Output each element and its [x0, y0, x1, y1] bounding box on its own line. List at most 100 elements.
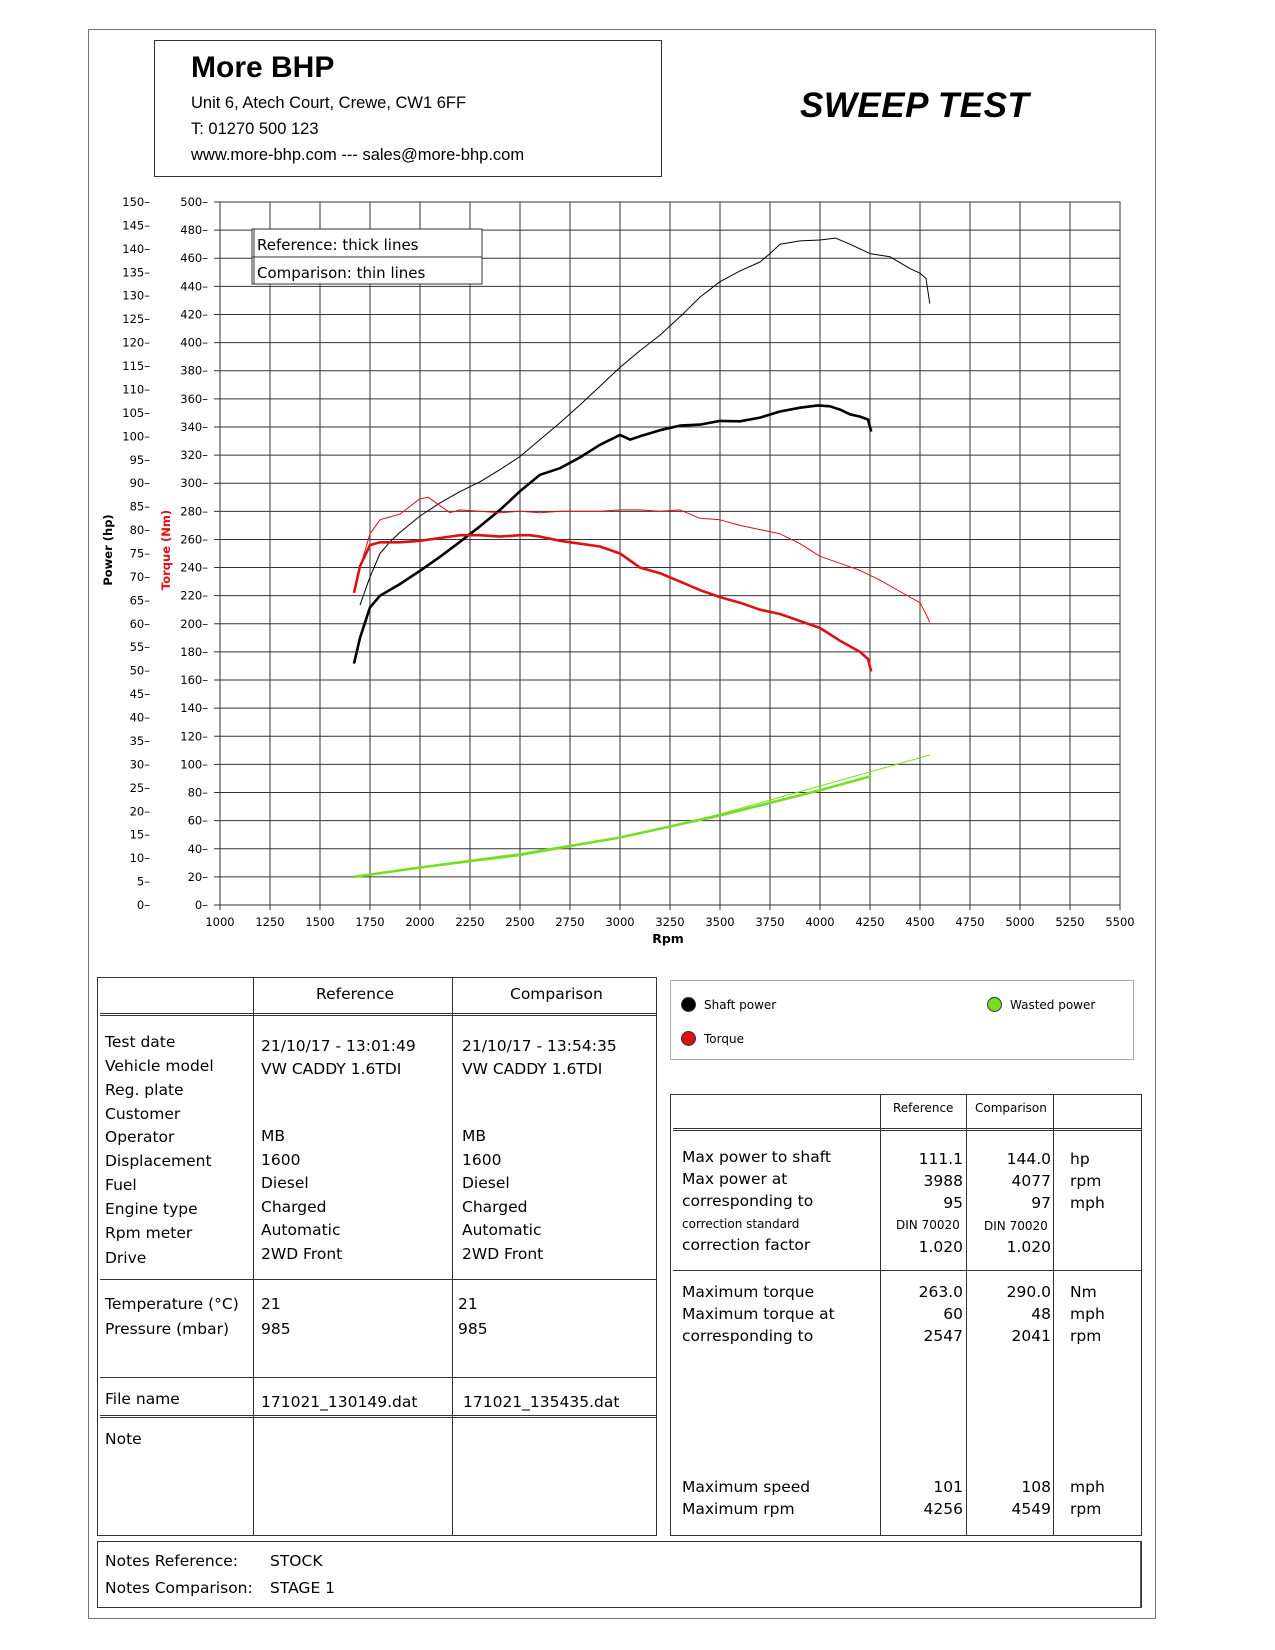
row-cmp-value: MB: [462, 1127, 487, 1145]
dyno-chart: 1000 1250 1500 1750 2000 2250 2500 2750 3000 3250…: [101, 195, 1135, 946]
results-cmp: 48: [1031, 1305, 1051, 1323]
x-tick-label: 2500: [505, 915, 534, 929]
x-tick-label: 1750: [355, 915, 384, 929]
power-tick-label: 140–: [122, 242, 150, 256]
x-tick-label: 5000: [1005, 915, 1034, 929]
file-name-cmp: 171021_135435.dat: [463, 1393, 620, 1411]
row-label: Displacement: [105, 1152, 212, 1170]
power-tick-label: 145–: [122, 218, 150, 232]
x-tick-label: 1000: [205, 915, 234, 929]
torque-tick-label: 340–: [180, 420, 208, 434]
results-unit: mph: [1070, 1478, 1105, 1496]
legend-wasted: Wasted power: [1010, 998, 1096, 1012]
row-label: Customer: [105, 1105, 181, 1123]
row-ref-value: 2WD Front: [261, 1245, 343, 1263]
torque-tick-label: 220–: [180, 589, 208, 603]
torque-tick-label: 260–: [180, 532, 208, 546]
x-tick-label: 4750: [955, 915, 984, 929]
results-ref: 2547: [923, 1327, 963, 1345]
power-tick-label: 95–: [130, 453, 151, 467]
row-ref-value: MB: [261, 1127, 286, 1145]
wasted-power-swatch: [987, 997, 1002, 1012]
x-tick-label: 5250: [1055, 915, 1084, 929]
results-ref: 111.1: [918, 1150, 963, 1168]
page-frame: [88, 29, 1156, 1619]
torque-tick-label: 200–: [180, 617, 208, 631]
table-header-comparison: Comparison: [510, 985, 603, 1003]
results-label: Maximum torque: [682, 1283, 815, 1301]
x-tick-label: 4000: [805, 915, 834, 929]
power-tick-label: 115–: [122, 359, 150, 373]
results-cmp: 2041: [1011, 1327, 1051, 1345]
row-ref-value: 21: [261, 1295, 281, 1313]
results-unit: mph: [1070, 1194, 1105, 1212]
results-label: correction factor: [682, 1236, 811, 1254]
row-label: Fuel: [105, 1176, 137, 1194]
results-unit: Nm: [1070, 1283, 1097, 1301]
torque-axis-label: Torque (Nm): [159, 510, 173, 590]
notes-ref-value: STOCK: [270, 1552, 323, 1570]
x-tick-label: 3250: [655, 915, 684, 929]
x-tick-label: 4500: [905, 915, 934, 929]
power-tick-label: 25–: [130, 781, 151, 795]
power-tick-label: 120–: [122, 336, 150, 350]
row-label: Reg. plate: [105, 1081, 184, 1099]
torque-swatch: [681, 1031, 696, 1046]
results-label: Maximum torque at: [682, 1305, 835, 1323]
torque-tick-label: 60–: [188, 814, 209, 828]
row-ref-value: Automatic: [261, 1221, 341, 1239]
table-header-reference: Reference: [316, 985, 395, 1003]
note-label: Note: [105, 1430, 142, 1448]
row-cmp-value: 985: [458, 1320, 488, 1338]
x-tick-label: 1250: [255, 915, 284, 929]
legend-shaft: Shaft power: [704, 998, 777, 1012]
row-label: Rpm meter: [105, 1224, 193, 1242]
row-cmp-value: 1600: [462, 1151, 502, 1169]
power-tick-label: 150–: [122, 195, 150, 209]
torque-tick-label: 140–: [180, 701, 208, 715]
row-cmp-value: VW CADDY 1.6TDI: [462, 1060, 603, 1078]
torque-tick-label: 100–: [180, 757, 208, 771]
x-tick-label: 5500: [1105, 915, 1134, 929]
results-ref: 1.020: [918, 1238, 963, 1256]
row-label: Vehicle model: [105, 1057, 214, 1075]
power-tick-label: 0–: [137, 898, 150, 912]
notes-ref-label: Notes Reference:: [105, 1552, 238, 1570]
torque-tick-label: 380–: [180, 364, 208, 378]
results-cmp: DIN 70020: [984, 1219, 1048, 1233]
company-address: Unit 6, Atech Court, Crewe, CW1 6FF: [191, 94, 467, 112]
torque-tick-label: 320–: [180, 448, 208, 462]
row-label: Engine type: [105, 1200, 198, 1218]
results-ref: 3988: [923, 1172, 963, 1190]
results-label: Maximum rpm: [682, 1500, 795, 1518]
legend-thick-lines: Reference: thick lines: [257, 236, 419, 254]
x-tick-label: 3500: [705, 915, 734, 929]
torque-tick-label: 180–: [180, 645, 208, 659]
x-tick-label: 4250: [855, 915, 884, 929]
x-tick-label: 2750: [555, 915, 584, 929]
row-label: Drive: [105, 1249, 147, 1267]
torque-tick-label: 120–: [180, 729, 208, 743]
report-title: SWEEP TEST: [800, 86, 1030, 125]
power-tick-label: 15–: [130, 828, 151, 842]
torque-tick-label: 440–: [180, 279, 208, 293]
torque-tick-label: 400–: [180, 336, 208, 350]
results-unit: rpm: [1070, 1500, 1102, 1518]
company-header: More BHP Unit 6, Atech Court, Crewe, CW1…: [154, 40, 662, 177]
power-tick-label: 70–: [130, 570, 151, 584]
legend-thin-lines: Comparison: thin lines: [257, 264, 426, 282]
results-unit: rpm: [1070, 1327, 1102, 1345]
power-tick-label: 20–: [130, 804, 151, 818]
power-tick-label: 65–: [130, 593, 151, 607]
row-cmp-value: Charged: [462, 1198, 528, 1216]
results-unit: mph: [1070, 1305, 1105, 1323]
torque-tick-label: 480–: [180, 223, 208, 237]
row-cmp-value: 21: [458, 1295, 478, 1313]
row-ref-value: 985: [261, 1320, 291, 1338]
x-tick-label: 2250: [455, 915, 484, 929]
torque-tick-label: 300–: [180, 476, 208, 490]
results-cmp: 290.0: [1006, 1283, 1051, 1301]
row-cmp-value: 2WD Front: [462, 1245, 544, 1263]
results-label: Max power at: [682, 1170, 788, 1188]
power-tick-label: 100–: [122, 429, 150, 443]
